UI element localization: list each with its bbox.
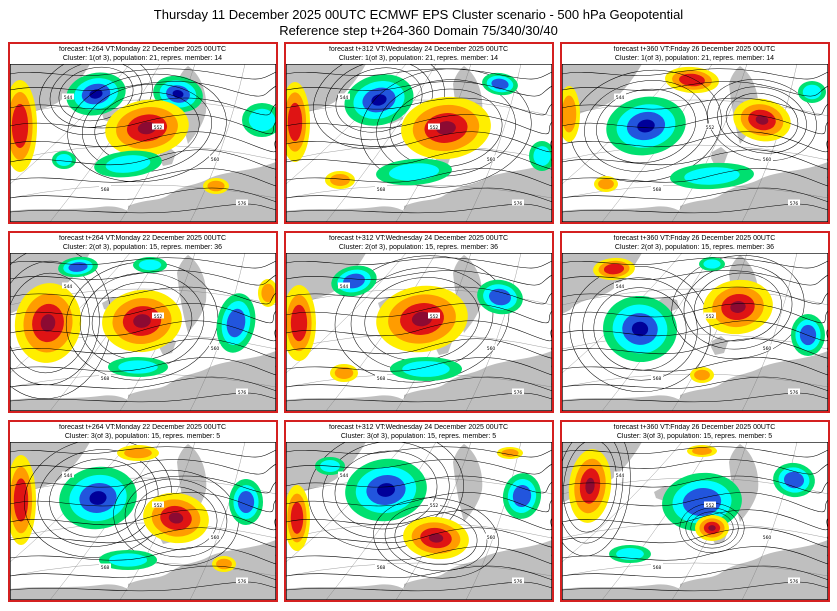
panel-cluster-label: Cluster: 1(of 3), population: 21, repres… xyxy=(338,54,499,62)
panel-cluster-label: Cluster: 2(of 3), population: 15, repres… xyxy=(338,243,499,251)
panel-header: forecast t+312 VT:Wednesday 24 December … xyxy=(286,44,552,64)
panel-cluster-label: Cluster: 1(of 3), population: 21, repres… xyxy=(614,54,775,62)
panel-header: forecast t+360 VT:Friday 26 December 202… xyxy=(562,44,828,64)
chart-header: Thursday 11 December 2025 00UTC ECMWF EP… xyxy=(0,0,837,42)
cluster-panel: forecast t+312 VT:Wednesday 24 December … xyxy=(283,420,554,602)
panel-cluster-label: Cluster: 3(of 3), population: 15, repres… xyxy=(616,432,773,440)
cluster-map xyxy=(561,253,828,411)
cluster-panel: forecast t+360 VT:Friday 26 December 202… xyxy=(559,231,830,413)
cluster-panel: forecast t+312 VT:Wednesday 24 December … xyxy=(283,42,554,224)
panel-header: forecast t+312 VT:Wednesday 24 December … xyxy=(286,422,552,442)
panel-cluster-label: Cluster: 2(of 3), population: 15, repres… xyxy=(614,243,775,251)
panel-forecast-label: forecast t+264 VT:Monday 22 December 202… xyxy=(58,424,227,431)
panel-forecast-label: forecast t+264 VT:Monday 22 December 202… xyxy=(58,235,227,242)
cluster-map xyxy=(561,442,828,600)
chart-subtitle: Reference step t+264-360 Domain 75/340/3… xyxy=(279,23,558,38)
cluster-map xyxy=(561,64,828,222)
cluster-map xyxy=(285,442,552,600)
cluster-panel: forecast t+264 VT:Monday 22 December 202… xyxy=(7,420,278,602)
panel-cluster-label: Cluster: 3(of 3), population: 15, repres… xyxy=(64,432,221,440)
panel-forecast-label: forecast t+312 VT:Wednesday 24 December … xyxy=(328,235,509,242)
chart-title: Thursday 11 December 2025 00UTC ECMWF EP… xyxy=(153,7,684,22)
panel-forecast-label: forecast t+360 VT:Friday 26 December 202… xyxy=(613,424,776,431)
panel-cluster-label: Cluster: 1(of 3), population: 21, repres… xyxy=(62,54,223,62)
panel-cluster-label: Cluster: 3(of 3), population: 15, repres… xyxy=(340,432,497,440)
panel-header: forecast t+264 VT:Monday 22 December 202… xyxy=(10,44,276,64)
panel-forecast-label: forecast t+360 VT:Friday 26 December 202… xyxy=(613,235,776,242)
panel-header: forecast t+312 VT:Wednesday 24 December … xyxy=(286,233,552,253)
cluster-map xyxy=(9,253,276,411)
cluster-map xyxy=(285,64,552,222)
cluster-panel: forecast t+264 VT:Monday 22 December 202… xyxy=(7,231,278,413)
panel-grid: forecast t+264 VT:Monday 22 December 202… xyxy=(0,42,837,602)
panel-cluster-label: Cluster: 2(of 3), population: 15, repres… xyxy=(62,243,223,251)
cluster-map xyxy=(285,253,552,411)
panel-forecast-label: forecast t+312 VT:Wednesday 24 December … xyxy=(328,424,509,431)
cluster-map xyxy=(9,442,276,600)
cluster-panel: forecast t+264 VT:Monday 22 December 202… xyxy=(7,42,278,224)
panel-forecast-label: forecast t+312 VT:Wednesday 24 December … xyxy=(328,46,509,53)
panel-header: forecast t+264 VT:Monday 22 December 202… xyxy=(10,233,276,253)
panel-header: forecast t+264 VT:Monday 22 December 202… xyxy=(10,422,276,442)
panel-forecast-label: forecast t+360 VT:Friday 26 December 202… xyxy=(613,46,776,53)
cluster-map xyxy=(9,64,276,222)
panel-header: forecast t+360 VT:Friday 26 December 202… xyxy=(562,422,828,442)
cluster-panel: forecast t+360 VT:Friday 26 December 202… xyxy=(559,420,830,602)
panel-header: forecast t+360 VT:Friday 26 December 202… xyxy=(562,233,828,253)
cluster-panel: forecast t+360 VT:Friday 26 December 202… xyxy=(559,42,830,224)
panel-forecast-label: forecast t+264 VT:Monday 22 December 202… xyxy=(58,46,227,53)
cluster-panel: forecast t+312 VT:Wednesday 24 December … xyxy=(283,231,554,413)
